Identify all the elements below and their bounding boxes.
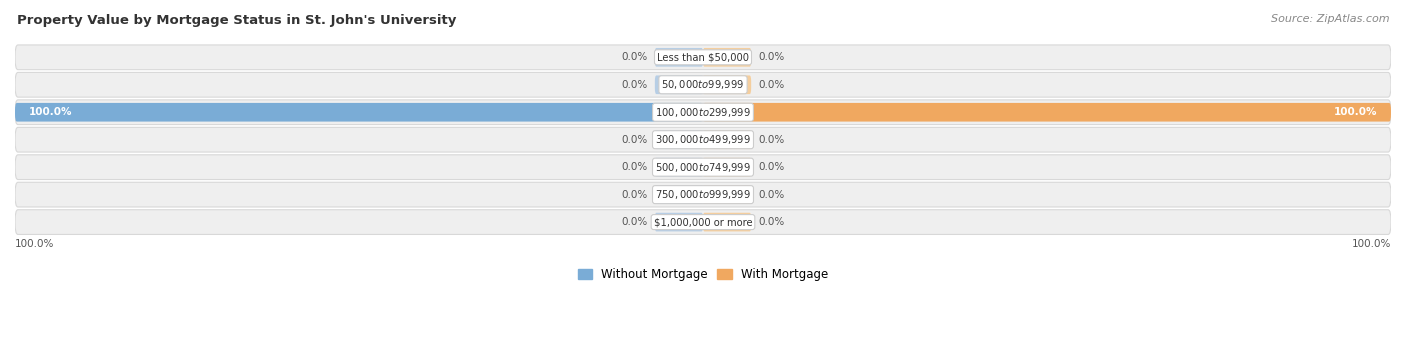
FancyBboxPatch shape	[15, 72, 1391, 97]
Text: $750,000 to $999,999: $750,000 to $999,999	[655, 188, 751, 201]
Text: 0.0%: 0.0%	[621, 217, 648, 227]
Text: $100,000 to $299,999: $100,000 to $299,999	[655, 106, 751, 119]
FancyBboxPatch shape	[15, 128, 1391, 152]
FancyBboxPatch shape	[15, 100, 1391, 124]
Text: 0.0%: 0.0%	[758, 217, 785, 227]
Text: 0.0%: 0.0%	[758, 162, 785, 172]
Text: 0.0%: 0.0%	[758, 135, 785, 145]
FancyBboxPatch shape	[655, 158, 703, 176]
Text: Less than $50,000: Less than $50,000	[657, 52, 749, 62]
Text: 0.0%: 0.0%	[621, 135, 648, 145]
Text: 0.0%: 0.0%	[621, 80, 648, 90]
FancyBboxPatch shape	[703, 158, 751, 176]
FancyBboxPatch shape	[703, 130, 751, 149]
Text: 0.0%: 0.0%	[621, 190, 648, 200]
Text: 100.0%: 100.0%	[28, 107, 72, 117]
Text: $500,000 to $749,999: $500,000 to $749,999	[655, 161, 751, 174]
Text: Source: ZipAtlas.com: Source: ZipAtlas.com	[1271, 14, 1389, 23]
FancyBboxPatch shape	[15, 210, 1391, 235]
Text: 0.0%: 0.0%	[758, 80, 785, 90]
Text: 0.0%: 0.0%	[621, 162, 648, 172]
Text: $50,000 to $99,999: $50,000 to $99,999	[661, 78, 745, 91]
FancyBboxPatch shape	[703, 103, 1391, 122]
Text: 100.0%: 100.0%	[1334, 107, 1378, 117]
FancyBboxPatch shape	[15, 45, 1391, 70]
FancyBboxPatch shape	[703, 185, 751, 204]
Text: 100.0%: 100.0%	[1351, 239, 1391, 250]
Text: 0.0%: 0.0%	[621, 52, 648, 62]
FancyBboxPatch shape	[703, 48, 751, 67]
FancyBboxPatch shape	[655, 75, 703, 94]
Text: 0.0%: 0.0%	[758, 190, 785, 200]
FancyBboxPatch shape	[15, 155, 1391, 180]
FancyBboxPatch shape	[15, 103, 703, 122]
FancyBboxPatch shape	[655, 130, 703, 149]
Text: $1,000,000 or more: $1,000,000 or more	[654, 217, 752, 227]
Text: 0.0%: 0.0%	[758, 52, 785, 62]
FancyBboxPatch shape	[703, 75, 751, 94]
FancyBboxPatch shape	[655, 48, 703, 67]
Text: 100.0%: 100.0%	[15, 239, 55, 250]
FancyBboxPatch shape	[655, 185, 703, 204]
FancyBboxPatch shape	[655, 213, 703, 232]
Legend: Without Mortgage, With Mortgage: Without Mortgage, With Mortgage	[574, 264, 832, 286]
Text: $300,000 to $499,999: $300,000 to $499,999	[655, 133, 751, 146]
Text: Property Value by Mortgage Status in St. John's University: Property Value by Mortgage Status in St.…	[17, 14, 456, 27]
FancyBboxPatch shape	[703, 213, 751, 232]
FancyBboxPatch shape	[15, 182, 1391, 207]
